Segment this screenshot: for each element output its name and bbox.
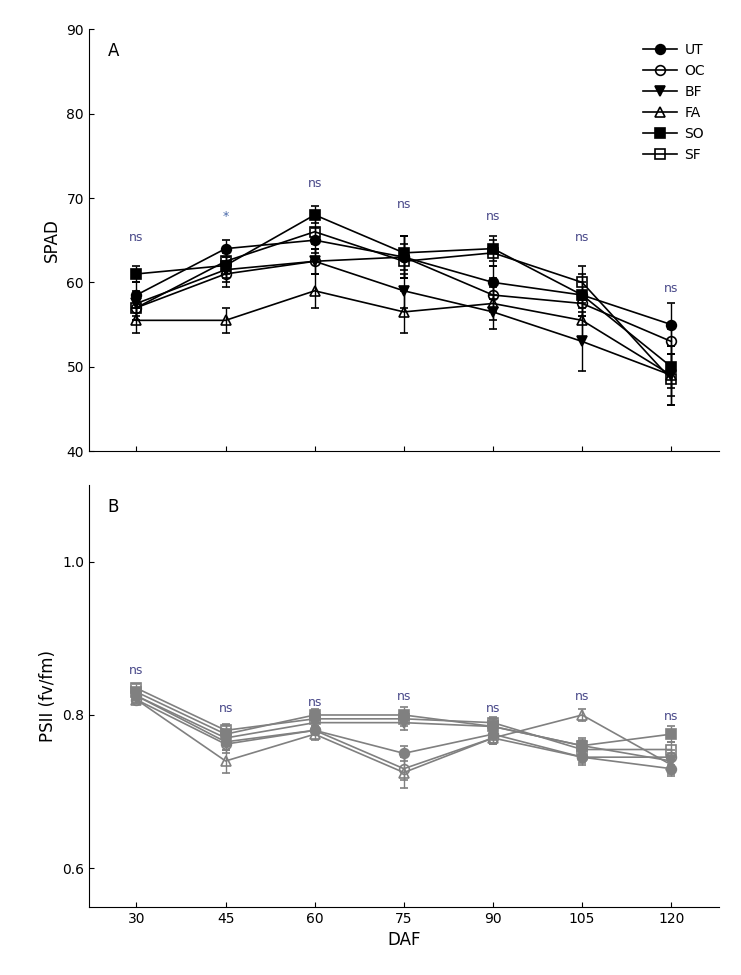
Text: ns: ns <box>129 664 144 677</box>
Text: B: B <box>108 497 119 516</box>
Text: ns: ns <box>396 198 411 211</box>
Text: ns: ns <box>575 231 589 245</box>
X-axis label: DAF: DAF <box>387 931 421 950</box>
Text: ns: ns <box>219 702 233 715</box>
Text: ns: ns <box>129 231 144 245</box>
Y-axis label: PSII (fv/fm): PSII (fv/fm) <box>39 649 56 742</box>
Text: ns: ns <box>664 282 679 295</box>
Text: ns: ns <box>486 702 500 715</box>
Text: A: A <box>108 42 119 59</box>
Text: ns: ns <box>308 696 322 709</box>
Text: ns: ns <box>396 690 411 704</box>
Text: ns: ns <box>664 710 679 722</box>
Text: *: * <box>222 211 229 223</box>
Text: ns: ns <box>575 690 589 704</box>
Text: ns: ns <box>308 176 322 189</box>
Legend: UT, OC, BF, FA, SO, SF: UT, OC, BF, FA, SO, SF <box>636 36 712 169</box>
Text: ns: ns <box>486 211 500 223</box>
Y-axis label: SPAD: SPAD <box>43 218 61 262</box>
